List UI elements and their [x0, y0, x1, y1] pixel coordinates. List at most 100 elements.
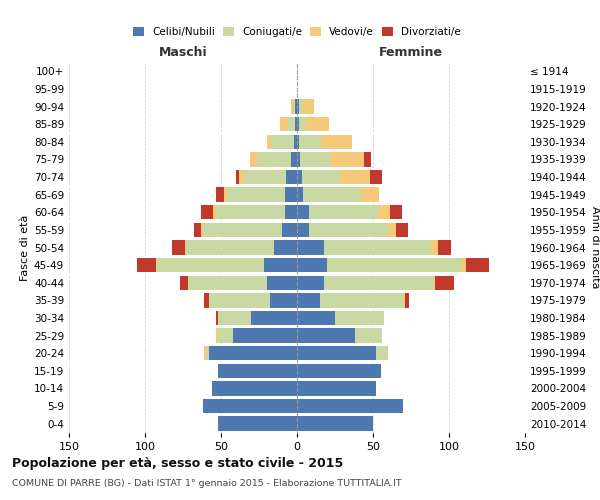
Bar	[320, 293, 403, 308]
Bar	[266, 134, 271, 149]
Bar	[217, 311, 218, 325]
Bar	[297, 205, 309, 220]
Bar	[180, 276, 188, 290]
Bar	[309, 205, 377, 220]
Bar	[297, 134, 299, 149]
Bar	[297, 293, 320, 308]
Bar	[331, 152, 364, 166]
Bar	[280, 117, 288, 132]
Bar	[297, 240, 325, 254]
Bar	[185, 240, 186, 254]
Bar	[206, 346, 209, 360]
Bar	[217, 188, 224, 202]
Bar	[295, 100, 297, 114]
Bar	[217, 205, 285, 220]
Text: Femmine: Femmine	[379, 46, 443, 59]
Bar	[405, 293, 409, 308]
Bar	[214, 205, 217, 220]
Bar	[328, 258, 461, 272]
Bar	[322, 134, 352, 149]
Bar	[388, 222, 396, 237]
Bar	[201, 222, 203, 237]
Bar	[299, 134, 322, 149]
Bar	[390, 205, 402, 220]
Bar	[297, 276, 325, 290]
Bar	[218, 416, 297, 431]
Bar	[294, 100, 295, 114]
Bar	[297, 100, 299, 114]
Bar	[203, 222, 282, 237]
Bar	[224, 188, 227, 202]
Bar	[155, 258, 157, 272]
Bar	[355, 328, 382, 343]
Bar	[212, 381, 297, 396]
Bar	[204, 293, 209, 308]
Bar	[396, 222, 408, 237]
Bar	[188, 276, 266, 290]
Bar	[209, 346, 297, 360]
Bar	[285, 188, 297, 202]
Legend: Celibi/Nubili, Coniugati/e, Vedovi/e, Divorziati/e: Celibi/Nubili, Coniugati/e, Vedovi/e, Di…	[133, 27, 461, 37]
Bar	[201, 205, 214, 220]
Bar	[297, 117, 299, 132]
Bar	[203, 399, 297, 413]
Bar	[434, 276, 436, 290]
Bar	[364, 152, 371, 166]
Bar	[466, 258, 488, 272]
Bar	[285, 205, 297, 220]
Bar	[194, 222, 201, 237]
Bar	[244, 170, 286, 184]
Bar	[297, 364, 380, 378]
Bar	[157, 258, 263, 272]
Bar	[288, 117, 295, 132]
Bar	[302, 100, 314, 114]
Bar	[377, 205, 390, 220]
Bar	[209, 293, 269, 308]
Bar	[300, 152, 331, 166]
Y-axis label: Anni di nascita: Anni di nascita	[590, 206, 600, 289]
Bar	[291, 100, 294, 114]
Bar	[436, 276, 454, 290]
Bar	[431, 240, 439, 254]
Bar	[361, 188, 379, 202]
Bar	[297, 416, 373, 431]
Bar	[297, 346, 376, 360]
Bar	[325, 240, 431, 254]
Bar	[297, 152, 300, 166]
Bar	[250, 152, 257, 166]
Bar	[297, 258, 328, 272]
Bar	[303, 188, 361, 202]
Bar	[325, 276, 434, 290]
Bar	[251, 311, 297, 325]
Bar	[370, 170, 382, 184]
Bar	[172, 240, 185, 254]
Bar	[274, 240, 297, 254]
Bar	[297, 399, 403, 413]
Bar	[218, 364, 297, 378]
Bar	[439, 240, 451, 254]
Bar	[217, 328, 218, 343]
Bar	[266, 276, 297, 290]
Text: Popolazione per età, sesso e stato civile - 2015: Popolazione per età, sesso e stato civil…	[12, 458, 343, 470]
Bar	[263, 258, 297, 272]
Bar	[137, 258, 155, 272]
Bar	[297, 170, 302, 184]
Bar	[309, 222, 388, 237]
Bar	[297, 188, 303, 202]
Bar	[271, 134, 294, 149]
Bar	[218, 328, 233, 343]
Bar	[306, 117, 329, 132]
Bar	[302, 170, 340, 184]
Bar	[297, 381, 376, 396]
Bar	[299, 117, 306, 132]
Bar	[295, 117, 297, 132]
Bar	[233, 328, 297, 343]
Text: COMUNE DI PARRE (BG) - Dati ISTAT 1° gennaio 2015 - Elaborazione TUTTITALIA.IT: COMUNE DI PARRE (BG) - Dati ISTAT 1° gen…	[12, 479, 401, 488]
Y-axis label: Fasce di età: Fasce di età	[20, 214, 30, 280]
Bar	[218, 311, 251, 325]
Bar	[299, 100, 302, 114]
Bar	[297, 328, 355, 343]
Bar	[335, 311, 383, 325]
Bar	[376, 346, 388, 360]
Bar	[286, 170, 297, 184]
